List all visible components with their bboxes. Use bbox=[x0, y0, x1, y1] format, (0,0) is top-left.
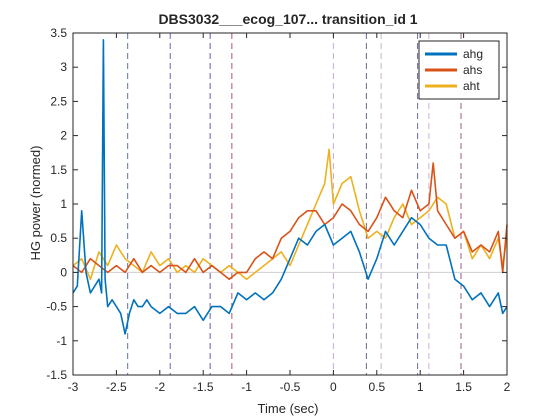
y-tick-label: -0.5 bbox=[46, 300, 67, 314]
series-line-ahs bbox=[72, 162, 508, 281]
series-line-ahg bbox=[72, 38, 508, 335]
y-tick-label: 0.5 bbox=[50, 231, 67, 245]
x-tick-label: 1.5 bbox=[455, 380, 472, 394]
legend-label-ahs: ahs bbox=[463, 63, 482, 77]
y-tick-label: -1.5 bbox=[46, 368, 67, 382]
x-tick-label: -2 bbox=[154, 380, 165, 394]
x-axis-label: Time (sec) bbox=[258, 401, 319, 416]
x-tick-label: 2 bbox=[504, 380, 511, 394]
x-tick-label: -2.5 bbox=[106, 380, 127, 394]
legend: ahg ahs aht bbox=[418, 40, 500, 100]
y-tick-label: 3 bbox=[60, 60, 67, 74]
series-line-aht bbox=[72, 148, 508, 281]
y-tick-label: 3.5 bbox=[50, 26, 67, 40]
y-tick-label: 2.5 bbox=[50, 94, 67, 108]
x-tick-label: 0 bbox=[330, 380, 337, 394]
x-tick-label: -1.5 bbox=[193, 380, 214, 394]
y-tick-label: 2 bbox=[60, 129, 67, 143]
legend-label-ahg: ahg bbox=[463, 47, 483, 61]
chart-title: DBS3032___ecog_107... transition_id 1 bbox=[158, 11, 417, 27]
x-tick-label: 0.5 bbox=[368, 380, 385, 394]
y-tick-label: -1 bbox=[56, 334, 67, 348]
x-tick-label: -3 bbox=[68, 380, 79, 394]
y-tick-label: 1.5 bbox=[50, 163, 67, 177]
legend-label-aht: aht bbox=[463, 79, 480, 93]
x-tick-label: -1 bbox=[241, 380, 252, 394]
x-tick-label: 1 bbox=[417, 380, 424, 394]
y-tick-label: 0 bbox=[60, 265, 67, 279]
y-tick-label: 1 bbox=[60, 197, 67, 211]
y-axis-label: HG power (normed) bbox=[28, 146, 43, 261]
x-tick-label: -0.5 bbox=[280, 380, 301, 394]
